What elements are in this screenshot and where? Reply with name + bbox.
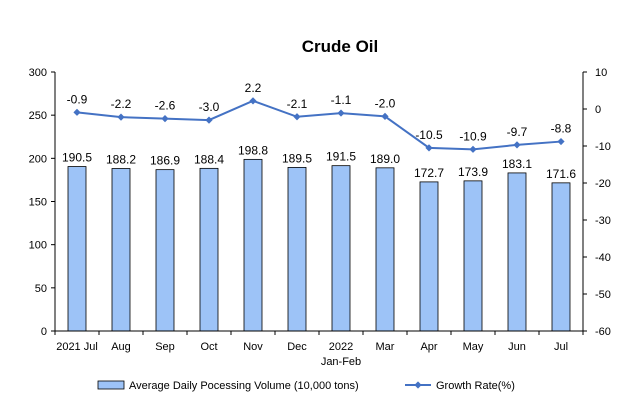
line-point-marker [469, 145, 477, 153]
y-left-tick-label: 250 [29, 110, 47, 122]
line-point-marker [425, 144, 433, 152]
line-value-label: -10.5 [415, 128, 443, 142]
bar-value-label: 198.8 [238, 143, 268, 157]
line-value-label: -1.1 [331, 93, 352, 107]
bar [375, 167, 395, 332]
y-left-tick-label: 100 [29, 240, 47, 252]
x-tick-label: Aug [111, 341, 131, 353]
y-right-tick-label: 10 [595, 67, 607, 79]
x-tick-label: Oct [200, 341, 217, 353]
bar [67, 166, 87, 332]
bar [243, 158, 263, 332]
line-value-label: -2.1 [287, 97, 308, 111]
bar [419, 181, 439, 332]
line-point-marker [381, 112, 389, 120]
bar-value-label: 188.2 [106, 153, 136, 167]
bar [287, 166, 307, 332]
line-value-label: -0.9 [67, 92, 88, 106]
legend-bar-swatch [97, 380, 125, 390]
line-point-marker [117, 113, 125, 121]
y-left-tick-label: 300 [29, 67, 47, 79]
bar-value-label: 190.5 [62, 151, 92, 165]
bar-value-label: 172.7 [414, 166, 444, 180]
bar [199, 167, 219, 332]
line-point-marker [249, 97, 257, 105]
y-right-tick-label: -10 [595, 141, 611, 153]
x-tick-label: May [463, 341, 484, 353]
line-point-marker [205, 116, 213, 124]
line-value-label: -3.0 [199, 100, 220, 114]
bar-value-label: 186.9 [150, 154, 180, 168]
bar-value-label: 188.4 [194, 152, 224, 166]
axes: 0 50 100 150 200 250 300 -60 -50 -40 -30 -20 -10 0 10 2… [29, 67, 611, 368]
growth-rate-line [76, 99, 562, 151]
x-tick-label: Sep [155, 341, 175, 353]
bar-value-label: 171.6 [546, 167, 576, 181]
bar-value-label: 173.9 [458, 165, 488, 179]
bar-value-label: 183.1 [502, 157, 532, 171]
x-tick-label: 2022 [329, 341, 353, 353]
legend-bar-label: Average Daily Pocessing Volume (10,000 t… [129, 380, 359, 392]
bar [155, 169, 175, 332]
line-point-marker [337, 109, 345, 117]
y-left-tick-label: 200 [29, 153, 47, 165]
y-left-tick-label: 50 [35, 283, 47, 295]
y-right-tick-label: -60 [595, 326, 611, 338]
line-point-marker [73, 108, 81, 116]
y-right-tick-label: -20 [595, 178, 611, 190]
y-right-tick-label: -40 [595, 252, 611, 264]
bar [507, 172, 527, 332]
legend-line-label: Growth Rate(%) [436, 380, 515, 392]
x-tick-label: Nov [243, 341, 263, 353]
line-point-marker [293, 113, 301, 121]
bar [331, 165, 351, 332]
line-value-label: -9.7 [507, 125, 528, 139]
line-value-label: -2.6 [155, 99, 176, 113]
line-value-label: -2.2 [111, 97, 132, 111]
bar-value-label: 191.5 [326, 150, 356, 164]
bar-series: 190.5 188.2 186.9 188.4 198.8 189.5 191.5 189.0… [62, 143, 576, 332]
y-right-tick-label: 0 [595, 104, 601, 116]
legend-line-marker [414, 381, 422, 389]
bar [551, 182, 571, 332]
x-tick-label: Apr [420, 341, 437, 353]
line-value-label: -2.0 [375, 96, 396, 110]
line-series: -0.9 -2.2 -2.6 -3.0 2.2 -2.1 -1.1 -2.0 -10.5 -10.… [67, 81, 572, 153]
y-left-tick-label: 0 [41, 326, 47, 338]
chart-title: Crude Oil [302, 37, 379, 56]
y-right-tick-label: -30 [595, 215, 611, 227]
x-tick-label: Mar [376, 341, 395, 353]
x-tick-label: 2021 Jul [56, 341, 98, 353]
legend: Average Daily Pocessing Volume (10,000 t… [97, 380, 515, 392]
x-tick-label: Jul [554, 341, 568, 353]
bar-value-label: 189.0 [370, 152, 400, 166]
bar [111, 168, 131, 332]
line-value-label: 2.2 [245, 81, 262, 95]
line-point-marker [161, 115, 169, 123]
x-tick-label: Jun [508, 341, 526, 353]
line-value-label: -8.8 [551, 122, 572, 136]
x-tick-label: Dec [287, 341, 307, 353]
bar [463, 180, 483, 332]
y-left-tick-label: 150 [29, 197, 47, 209]
line-point-marker [513, 141, 521, 149]
line-point-marker [557, 137, 565, 146]
y-right-tick-label: -50 [595, 289, 611, 301]
line-value-label: -10.9 [459, 129, 487, 143]
bar-value-label: 189.5 [282, 151, 312, 165]
x-tick-label: Jan-Feb [321, 356, 361, 368]
